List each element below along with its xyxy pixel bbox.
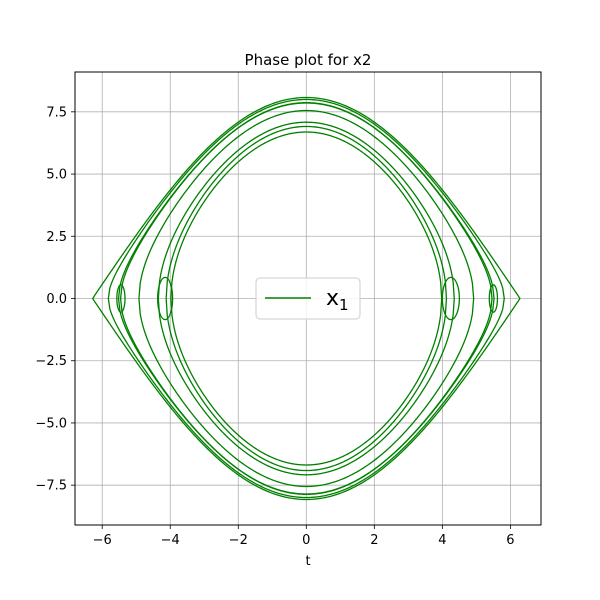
y-tick-label: −5.0	[35, 416, 67, 431]
series-x1-loop	[116, 284, 126, 313]
series-x1-orbit	[138, 109, 475, 488]
x-tick-label: 6	[506, 533, 514, 548]
legend: x1	[255, 277, 361, 320]
x-tick-label: 0	[302, 533, 310, 548]
series-x1-orbit	[117, 102, 495, 495]
series-x1-orbit	[165, 125, 448, 472]
y-tick-label: −7.5	[35, 479, 67, 494]
x-tick-label: −2	[229, 533, 248, 548]
x-tick-label: −6	[93, 533, 112, 548]
y-tick-label: −2.5	[35, 354, 67, 369]
series-x1-orbit	[91, 96, 521, 501]
series-x1-loop	[157, 276, 174, 321]
x-axis-ticks: −6 −4 −2 0 2 4 6	[93, 525, 515, 548]
x-tick-label: 2	[370, 533, 378, 548]
y-tick-label: 0.0	[46, 292, 67, 307]
y-tick-label: 2.5	[46, 230, 67, 245]
series-x1-curves	[91, 96, 521, 501]
x-tick-label: −4	[161, 533, 180, 548]
legend-label: x1	[326, 286, 349, 314]
chart-title: Phase plot for x2	[245, 51, 372, 69]
x-axis-label: t	[305, 554, 310, 569]
legend-label-subscript: 1	[339, 296, 349, 314]
series-x1-orbit	[170, 131, 443, 466]
series-x1-loop	[488, 284, 499, 313]
y-tick-label: 7.5	[46, 105, 67, 120]
legend-label-base: x	[326, 286, 339, 311]
x-tick-label: 4	[438, 533, 446, 548]
series-x1-loop	[441, 276, 461, 321]
series-x1-orbit	[157, 121, 455, 476]
y-axis-ticks: −7.5 −5.0 −2.5 0.0 2.5 5.0 7.5	[35, 105, 75, 494]
y-tick-label: 5.0	[46, 168, 67, 183]
series-x1-orbit	[107, 98, 505, 499]
